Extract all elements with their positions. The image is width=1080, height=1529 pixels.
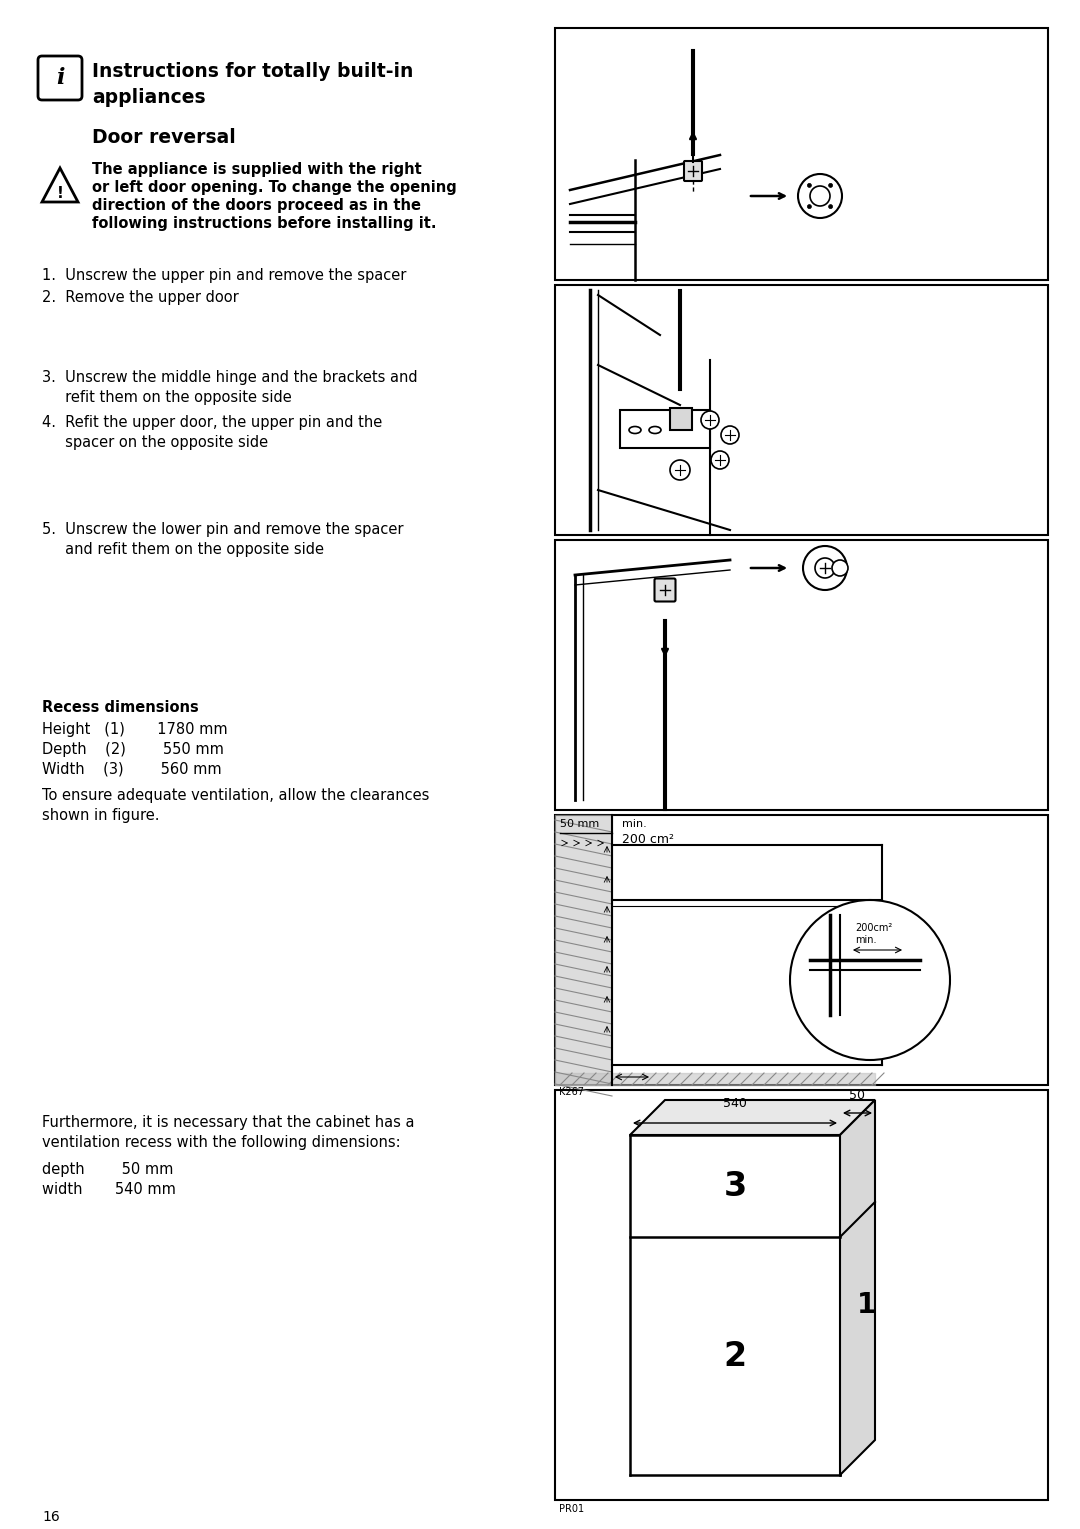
Text: 3: 3 bbox=[724, 1170, 746, 1202]
Polygon shape bbox=[42, 168, 78, 202]
Text: i: i bbox=[56, 67, 64, 89]
Text: shown in figure.: shown in figure. bbox=[42, 807, 160, 823]
Bar bbox=[555, 284, 1048, 535]
Bar bbox=[555, 540, 1048, 810]
Text: 540: 540 bbox=[724, 1096, 747, 1110]
Polygon shape bbox=[840, 1099, 875, 1475]
Text: or left door opening. To change the opening: or left door opening. To change the open… bbox=[92, 180, 457, 196]
Text: Recess dimensions: Recess dimensions bbox=[42, 700, 199, 716]
Text: The appliance is supplied with the right: The appliance is supplied with the right bbox=[92, 162, 422, 177]
Text: spacer on the opposite side: spacer on the opposite side bbox=[42, 434, 268, 450]
Text: Depth    (2)        550 mm: Depth (2) 550 mm bbox=[42, 742, 224, 757]
Text: Instructions for totally built-in: Instructions for totally built-in bbox=[92, 63, 414, 81]
Circle shape bbox=[828, 183, 833, 188]
Text: width       540 mm: width 540 mm bbox=[42, 1182, 176, 1197]
Text: PR01: PR01 bbox=[559, 1505, 584, 1514]
Text: 3.  Unscrew the middle hinge and the brackets and: 3. Unscrew the middle hinge and the brac… bbox=[42, 370, 418, 385]
Text: Door reversal: Door reversal bbox=[92, 128, 235, 147]
Circle shape bbox=[808, 183, 811, 188]
Text: 4.  Refit the upper door, the upper pin and the: 4. Refit the upper door, the upper pin a… bbox=[42, 414, 382, 430]
Text: 2: 2 bbox=[724, 1339, 746, 1373]
Text: 1.  Unscrew the upper pin and remove the spacer: 1. Unscrew the upper pin and remove the … bbox=[42, 268, 406, 283]
Circle shape bbox=[670, 460, 690, 480]
FancyBboxPatch shape bbox=[38, 57, 82, 99]
Text: 2.  Remove the upper door: 2. Remove the upper door bbox=[42, 291, 239, 304]
Circle shape bbox=[798, 174, 842, 219]
Text: 1: 1 bbox=[858, 1290, 877, 1320]
Text: direction of the doors proceed as in the: direction of the doors proceed as in the bbox=[92, 197, 421, 213]
Circle shape bbox=[808, 205, 811, 208]
Polygon shape bbox=[630, 1099, 875, 1135]
FancyBboxPatch shape bbox=[684, 161, 702, 180]
Text: appliances: appliances bbox=[92, 89, 205, 107]
Text: Width    (3)        560 mm: Width (3) 560 mm bbox=[42, 761, 221, 777]
Text: refit them on the opposite side: refit them on the opposite side bbox=[42, 390, 292, 405]
Circle shape bbox=[789, 901, 950, 1060]
Bar bbox=[670, 408, 692, 430]
Text: 50 mm: 50 mm bbox=[561, 820, 599, 829]
Text: ventilation recess with the following dimensions:: ventilation recess with the following di… bbox=[42, 1135, 401, 1150]
Bar bbox=[620, 410, 710, 448]
Text: 16: 16 bbox=[42, 1511, 59, 1524]
Ellipse shape bbox=[649, 427, 661, 434]
Text: min.: min. bbox=[622, 820, 647, 829]
Text: 200 cm²: 200 cm² bbox=[622, 833, 674, 846]
Text: min.: min. bbox=[855, 936, 877, 945]
Circle shape bbox=[701, 411, 719, 430]
FancyBboxPatch shape bbox=[654, 578, 675, 601]
Ellipse shape bbox=[629, 427, 642, 434]
Text: 50: 50 bbox=[849, 1089, 865, 1102]
Text: !: ! bbox=[56, 187, 64, 202]
Text: To ensure adequate ventilation, allow the clearances: To ensure adequate ventilation, allow th… bbox=[42, 787, 430, 803]
Circle shape bbox=[721, 427, 739, 443]
Circle shape bbox=[711, 451, 729, 469]
Circle shape bbox=[810, 187, 831, 206]
Circle shape bbox=[804, 546, 847, 590]
Text: Furthermore, it is necessary that the cabinet has a: Furthermore, it is necessary that the ca… bbox=[42, 1115, 415, 1130]
Text: K267: K267 bbox=[559, 1087, 584, 1096]
Text: following instructions before installing it.: following instructions before installing… bbox=[92, 216, 436, 231]
Text: depth        50 mm: depth 50 mm bbox=[42, 1162, 174, 1177]
Text: 200cm²: 200cm² bbox=[855, 924, 892, 933]
Text: 5.  Unscrew the lower pin and remove the spacer: 5. Unscrew the lower pin and remove the … bbox=[42, 521, 404, 537]
Bar bbox=[555, 1090, 1048, 1500]
Text: and refit them on the opposite side: and refit them on the opposite side bbox=[42, 541, 324, 557]
Bar bbox=[555, 28, 1048, 280]
Circle shape bbox=[815, 558, 835, 578]
Text: Height   (1)       1780 mm: Height (1) 1780 mm bbox=[42, 722, 228, 737]
Circle shape bbox=[828, 205, 833, 208]
Bar bbox=[555, 815, 1048, 1086]
Circle shape bbox=[832, 560, 848, 576]
